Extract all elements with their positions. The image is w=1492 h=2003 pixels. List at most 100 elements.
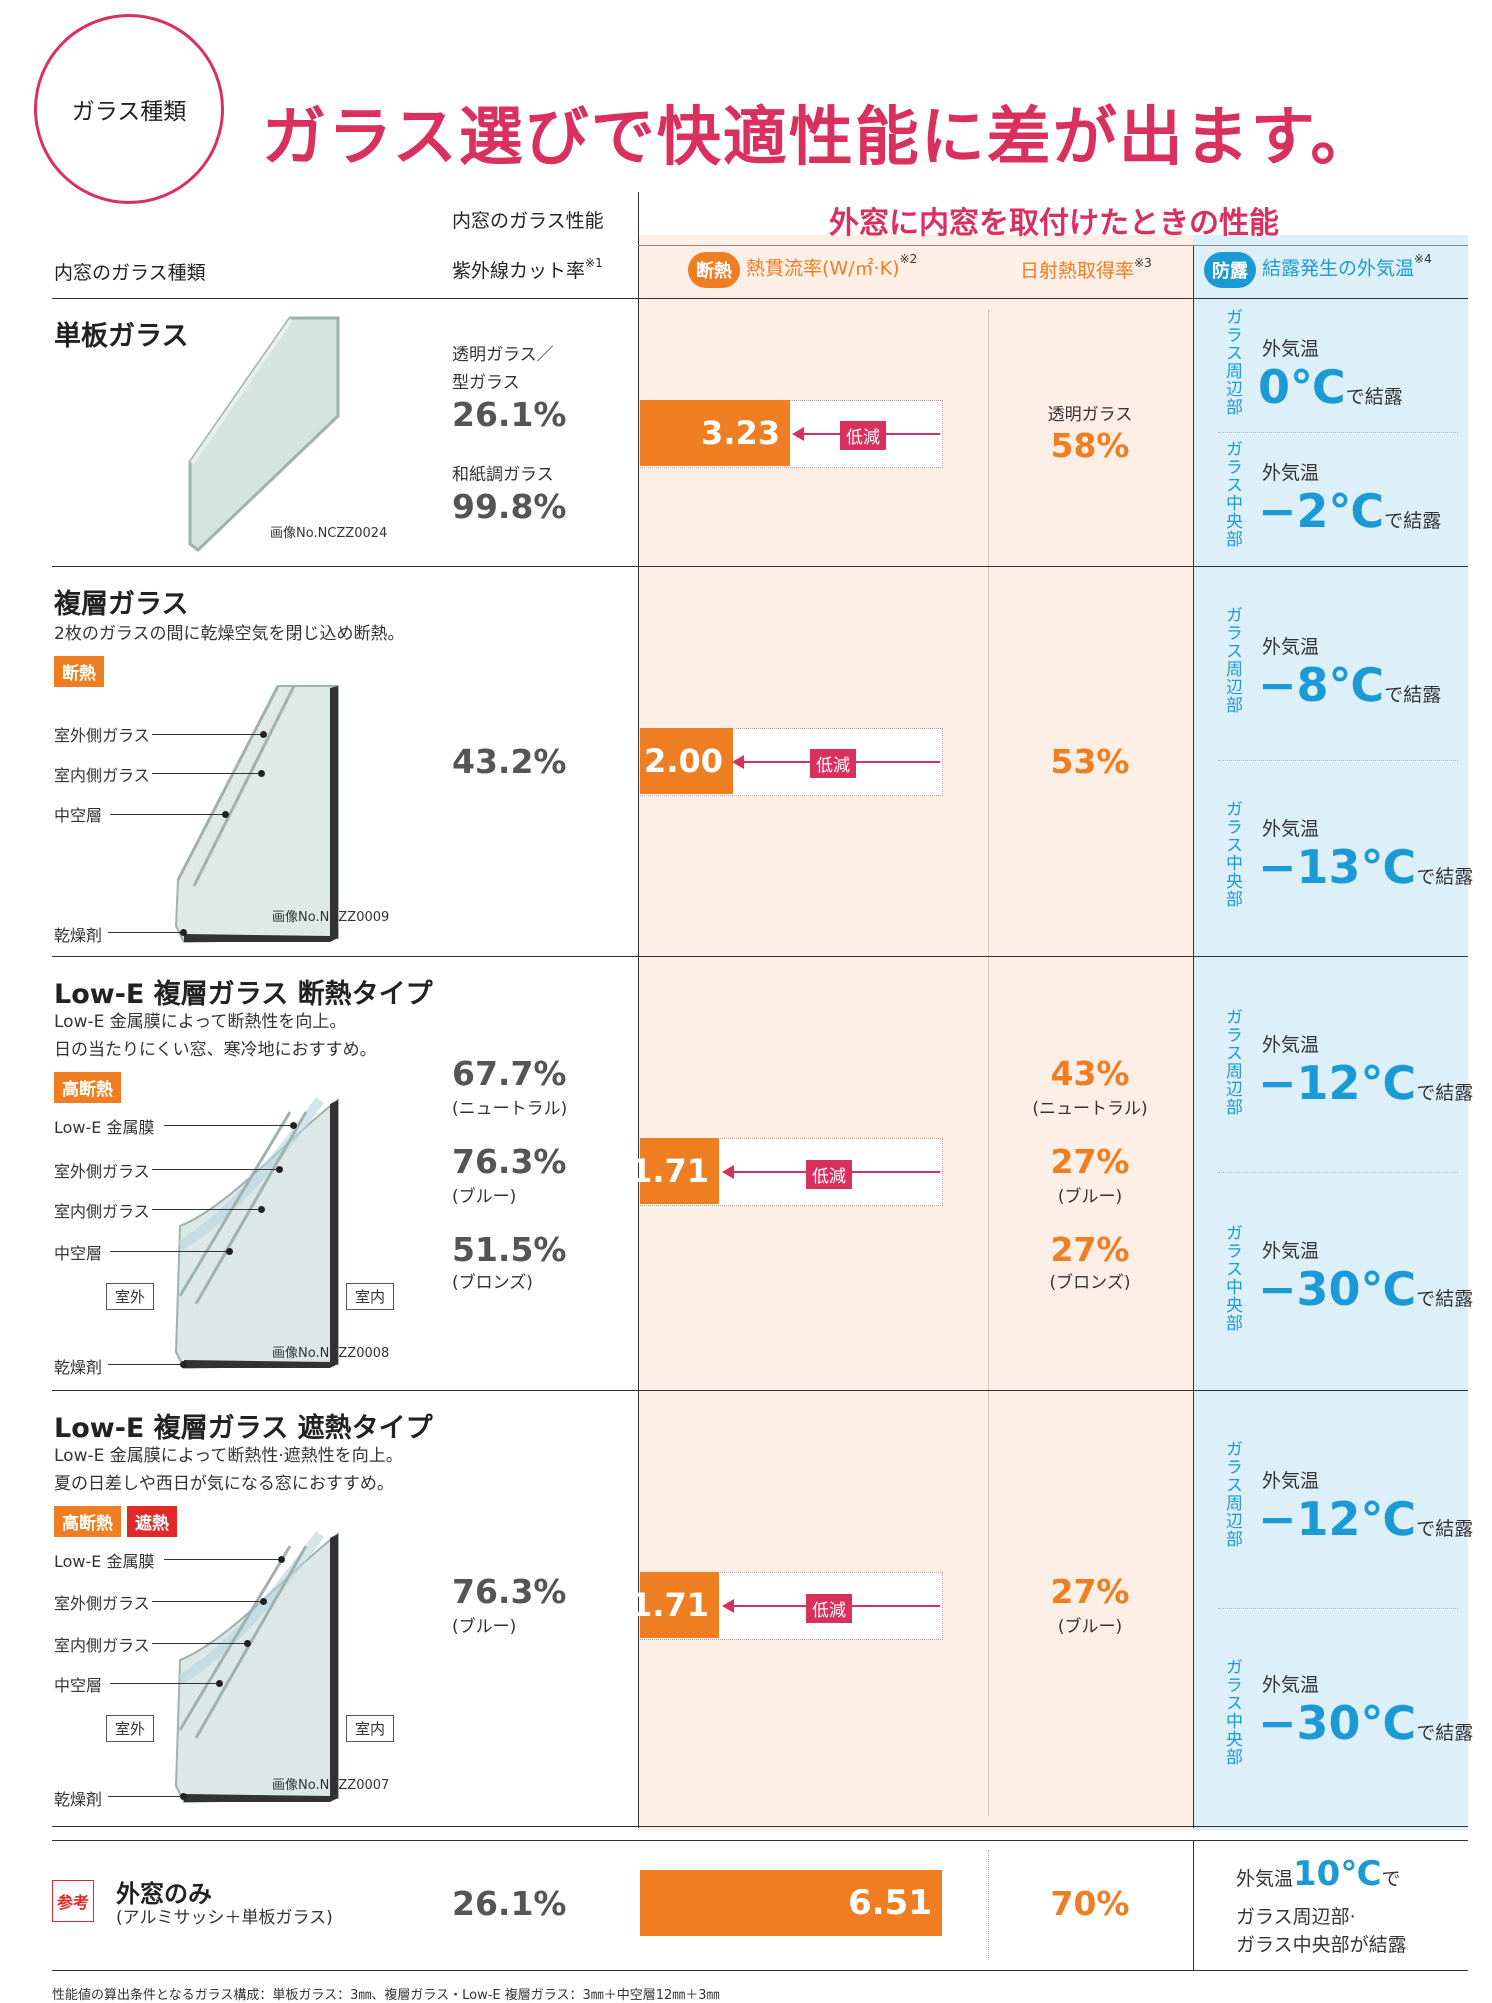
row4-pointer-5 — [108, 1796, 182, 1797]
row4-image-no: 画像No.NCZZ0007 — [272, 1778, 390, 1793]
table-top-line — [638, 245, 1468, 246]
row3-dot-4 — [226, 1248, 233, 1255]
row3-solar-value-2: 27% — [1050, 1142, 1130, 1181]
row-divider-1 — [52, 566, 1468, 567]
insulation-tag: 断熱 — [54, 656, 104, 687]
row3-dew-center-label: ガラス中央部 — [1222, 1224, 1242, 1332]
row4-dew-edge-label: ガラス周辺部 — [1222, 1440, 1242, 1548]
row1-dew-center: −2℃で結露 — [1258, 484, 1442, 538]
row4-part-desiccant: 乾燥剤 — [54, 1790, 103, 1809]
row2-tags: 断熱 — [54, 656, 110, 687]
reference-sub: (アルミサッシ＋単板ガラス) — [116, 1908, 333, 1928]
row2-desc: 2枚のガラスの間に乾燥空気を閉じ込め断熱。 — [54, 624, 405, 644]
row1-solar-label: 透明ガラス — [1047, 405, 1133, 425]
heat-shield-tag: 遮熱 — [127, 1506, 177, 1537]
row3-reduce-label: 低減 — [806, 1160, 852, 1189]
row2-reduce-label: 低減 — [810, 749, 856, 778]
row3-pointer-2 — [152, 1169, 280, 1170]
row2-pointer-2 — [152, 773, 262, 774]
dew-split-4 — [1218, 1608, 1458, 1609]
row3-title: Low-E 複層ガラス 断熱タイプ — [54, 979, 433, 1010]
row1-uv-value-1: 26.1% — [452, 395, 567, 434]
row3-pointer-5 — [108, 1364, 182, 1365]
header-bottom-line — [52, 298, 1468, 299]
reference-bottom-line — [52, 1970, 1468, 1971]
row4-dew-edge: −12℃で結露 — [1258, 1492, 1474, 1546]
dew-pill: 防露 — [1204, 252, 1256, 288]
reference-dew-line2: ガラス周辺部· — [1236, 1906, 1356, 1928]
dew-split-2 — [1218, 760, 1458, 761]
row3-pointer-4 — [110, 1251, 230, 1252]
row2-dew-center-label: ガラス中央部 — [1222, 800, 1242, 908]
row1-solar-value: 58% — [1050, 426, 1130, 465]
row4-desc-2: 夏の日差しや西日が気になる窓におすすめ。 — [54, 1474, 394, 1494]
row4-reduce-label: 低減 — [806, 1594, 852, 1623]
row2-dew-center-outside: 外気温 — [1262, 818, 1320, 840]
row1-dew-edge: 0℃で結露 — [1258, 360, 1403, 414]
row3-uv-sub-2: (ブルー) — [452, 1187, 517, 1207]
row3-part-air: 中空層 — [54, 1244, 103, 1263]
row3-uv-sub-3: (ブロンズ) — [452, 1273, 533, 1293]
row3-desc-1: Low-E 金属膜によって断熱性を向上。 — [54, 1012, 347, 1032]
row4-part-inner: 室内側ガラス — [54, 1636, 150, 1655]
row2-dot-4 — [180, 929, 187, 936]
double-glass-image — [174, 685, 339, 944]
header-glass-type: 内窓のガラス種類 — [54, 262, 206, 284]
row4-uv-sub: (ブルー) — [452, 1617, 517, 1637]
insulation-pill: 断熱 — [688, 252, 740, 288]
row3-indoor-label: 室内 — [346, 1283, 395, 1310]
row1-uv-label-1b: 型ガラス — [452, 373, 520, 393]
solar-divider-ref — [988, 1850, 989, 1960]
dew-blue-bg — [1193, 235, 1468, 1830]
row1-uv-label-2: 和紙調ガラス — [452, 465, 554, 485]
header-dew: 防露 結露発生の外気温※4 — [1204, 252, 1432, 288]
row1-dew-center-label: ガラス中央部 — [1222, 440, 1242, 548]
row4-dot-3 — [244, 1640, 251, 1647]
row1-uv-value-2: 99.8% — [452, 487, 567, 526]
row2-part-outer-glass: 室外側ガラス — [54, 726, 150, 745]
row1-heat-bar: 3.23 — [640, 400, 790, 466]
row3-uv-value-3: 51.5% — [452, 1230, 567, 1269]
row-divider-2 — [52, 956, 1468, 957]
high-insulation-tag: 高断熱 — [54, 1072, 121, 1103]
row2-title: 複層ガラス — [54, 589, 189, 620]
row1-title: 単板ガラス — [54, 321, 189, 352]
dew-split-3 — [1218, 1172, 1458, 1173]
row4-part-outer: 室外側ガラス — [54, 1594, 150, 1613]
row3-desc-2: 日の当たりにくい窓、寒冷地におすすめ。 — [54, 1040, 377, 1060]
reference-dew-line3: ガラス中央部が結露 — [1236, 1934, 1407, 1956]
row1-uv-label-1: 透明ガラス／ — [452, 345, 554, 365]
row2-part-desiccant: 乾燥剤 — [54, 926, 103, 945]
high-insulation-tag: 高断熱 — [54, 1506, 121, 1537]
row4-part-air: 中空層 — [54, 1676, 103, 1695]
row1-dew-center-outside: 外気温 — [1262, 462, 1320, 484]
row2-arrow-head — [732, 755, 744, 769]
reference-dew: 外気温10℃で — [1236, 1854, 1401, 1894]
row3-solar-sub-2: (ブルー) — [1057, 1187, 1123, 1207]
row4-dot-5 — [180, 1793, 187, 1800]
reference-heat-bar: 6.51 — [640, 1870, 942, 1936]
row3-part-desiccant: 乾燥剤 — [54, 1358, 103, 1377]
row3-dew-edge-outside: 外気温 — [1262, 1034, 1320, 1056]
row4-title: Low-E 複層ガラス 遮熱タイプ — [54, 1413, 433, 1444]
lowe-shield-glass-image — [174, 1531, 339, 1804]
row2-dew-edge: −8℃で結露 — [1258, 658, 1442, 712]
row4-dew-center-outside: 外気温 — [1262, 1674, 1320, 1696]
reference-title: 外窓のみ — [116, 1880, 212, 1908]
row2-dew-edge-label: ガラス周辺部 — [1222, 606, 1242, 714]
page-title: ガラス選びで快適性能に差が出ます。 — [262, 101, 1377, 175]
row-divider-3 — [52, 1390, 1468, 1391]
footnote: 性能値の算出条件となるガラス構成：単板ガラス：3㎜、複層ガラス・Low-E 複層… — [52, 1988, 720, 2003]
row1-dew-edge-outside: 外気温 — [1262, 338, 1320, 360]
row3-dot-3 — [258, 1206, 265, 1213]
row2-pointer-4 — [108, 932, 182, 933]
row4-dot-1 — [278, 1556, 285, 1563]
row3-dew-center: −30℃で結露 — [1258, 1262, 1474, 1316]
row2-part-air-layer: 中空層 — [54, 806, 103, 825]
performance-orange-bg — [638, 235, 1193, 1830]
row3-solar-sub-1: (ニュートラル) — [1032, 1099, 1148, 1119]
row3-tags: 高断熱 — [54, 1072, 127, 1103]
row4-dot-2 — [260, 1598, 267, 1605]
reference-tag: 参考 — [52, 1880, 95, 1922]
row3-uv-value-1: 67.7% — [452, 1054, 567, 1093]
